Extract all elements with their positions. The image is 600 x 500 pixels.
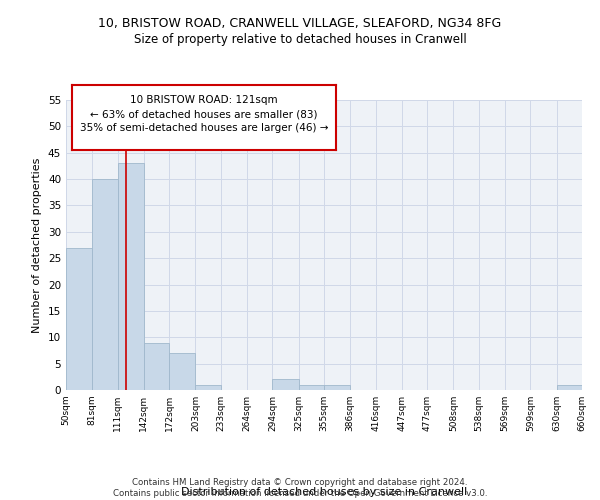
Bar xyxy=(557,384,582,390)
Bar xyxy=(66,248,92,390)
Text: 10, BRISTOW ROAD, CRANWELL VILLAGE, SLEAFORD, NG34 8FG: 10, BRISTOW ROAD, CRANWELL VILLAGE, SLEA… xyxy=(98,18,502,30)
Bar xyxy=(272,380,299,390)
Bar xyxy=(118,164,144,390)
Bar xyxy=(144,342,169,390)
Text: Size of property relative to detached houses in Cranwell: Size of property relative to detached ho… xyxy=(134,32,466,46)
Bar xyxy=(169,353,196,390)
X-axis label: Distribution of detached houses by size in Cranwell: Distribution of detached houses by size … xyxy=(181,487,467,497)
Bar xyxy=(196,384,221,390)
Bar xyxy=(92,179,118,390)
Text: 10 BRISTOW ROAD: 121sqm
← 63% of detached houses are smaller (83)
35% of semi-de: 10 BRISTOW ROAD: 121sqm ← 63% of detache… xyxy=(80,95,328,133)
Bar xyxy=(324,384,350,390)
Y-axis label: Number of detached properties: Number of detached properties xyxy=(32,158,43,332)
Bar xyxy=(299,384,324,390)
Text: Contains HM Land Registry data © Crown copyright and database right 2024.
Contai: Contains HM Land Registry data © Crown c… xyxy=(113,478,487,498)
